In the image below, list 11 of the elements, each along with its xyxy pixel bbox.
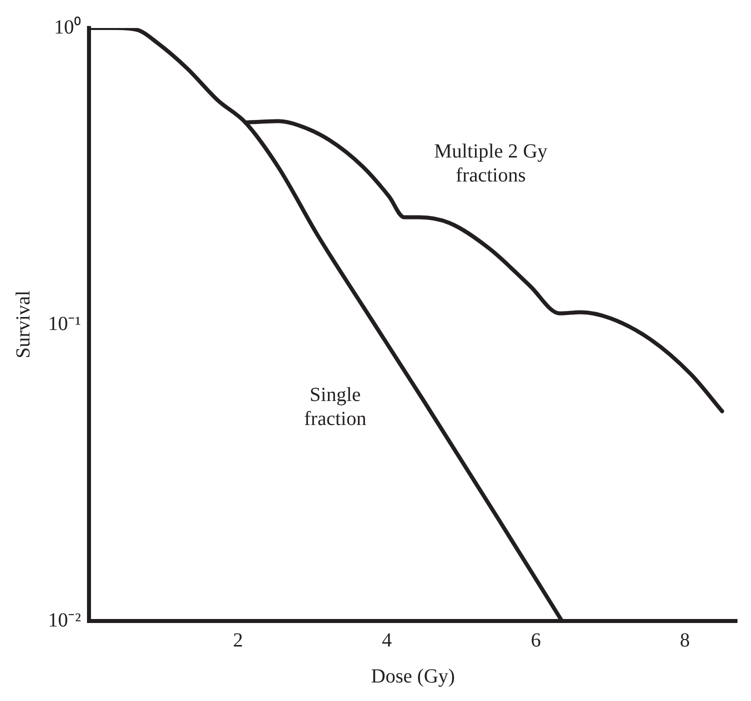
y-tick-label: 10⁻² xyxy=(48,609,81,632)
x-tick-label: 8 xyxy=(680,629,690,652)
y-tick-label: 10⁰ xyxy=(54,15,81,38)
x-tick-label: 4 xyxy=(382,629,392,652)
annotation: Multiple 2 Gy fractions xyxy=(434,140,548,187)
x-axis-title: Dose (Gy) xyxy=(371,665,455,688)
x-tick-label: 6 xyxy=(530,629,541,652)
x-tick-label: 2 xyxy=(232,629,243,652)
annotation: Single fraction xyxy=(304,384,366,430)
y-axis-title: Survival xyxy=(12,290,34,358)
y-tick-label: 10⁻¹ xyxy=(48,312,81,335)
